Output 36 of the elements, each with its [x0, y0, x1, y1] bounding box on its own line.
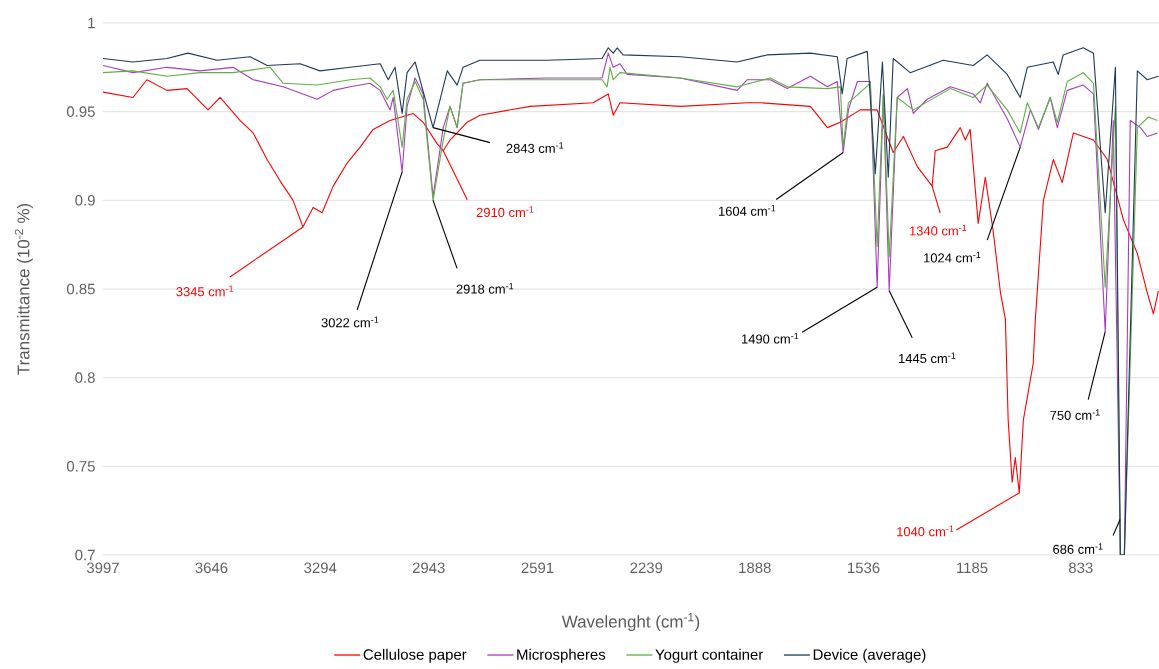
x-tick-label: 3646 [195, 562, 228, 574]
annotation: 686 cm$^{-1}$ [1053, 543, 1103, 554]
x-tick-label: 3997 [86, 562, 119, 574]
x-tick-label: 1888 [739, 562, 771, 574]
legend-label: Microspheres [517, 648, 606, 663]
x-tick-label: 3294 [304, 562, 337, 574]
y-tick-label: 0.8 [75, 372, 95, 383]
y-tick-label: 0.95 [66, 106, 95, 117]
x-tick-label: 1185 [957, 562, 988, 574]
annotation: 2843 cm$^{-1}$ [506, 142, 564, 153]
annotation: 1040 cm$^{-1}$ [897, 525, 954, 537]
x-axis-title: Wavelenght (cm$^{-1}$) [561, 613, 700, 631]
y-tick-label: 1 [88, 17, 95, 29]
x-tick-label: 2239 [630, 562, 663, 574]
annotation: 1340 cm$^{-1}$ [910, 224, 967, 236]
y-tick-label: 0.7 [75, 549, 95, 561]
annotation: 1604 cm$^{-1}$ [719, 205, 776, 216]
x-tick-label: 2943 [412, 562, 445, 574]
y-tick-label: 0.85 [66, 283, 95, 295]
y-tick-label: 0.75 [66, 461, 95, 472]
annotation: 2910 cm$^{-1}$ [476, 206, 534, 218]
annotation: 3022 cm$^{-1}$ [321, 316, 379, 328]
legend-label: Yogurt container [655, 648, 764, 663]
annotation: 3345 cm$^{-1}$ [176, 285, 234, 297]
x-tick-label: 833 [1068, 562, 1093, 574]
y-axis-title: Transmittance (10$^{-2}$ %) [14, 203, 33, 375]
x-tick-label: 1536 [848, 562, 880, 574]
annotation: 1490 cm$^{-1}$ [742, 332, 799, 344]
annotation: 1024 cm$^{-1}$ [924, 251, 981, 263]
legend-label: Device (average) [813, 648, 926, 663]
x-tick-label: 2591 [521, 562, 554, 574]
annotation: 750 cm$^{-1}$ [1050, 409, 1100, 420]
y-tick-label: 0.9 [75, 195, 95, 206]
annotation: 1445 cm$^{-1}$ [899, 352, 956, 364]
annotation: 2918 cm$^{-1}$ [456, 282, 514, 294]
legend-label: Cellulose paper [363, 648, 467, 663]
